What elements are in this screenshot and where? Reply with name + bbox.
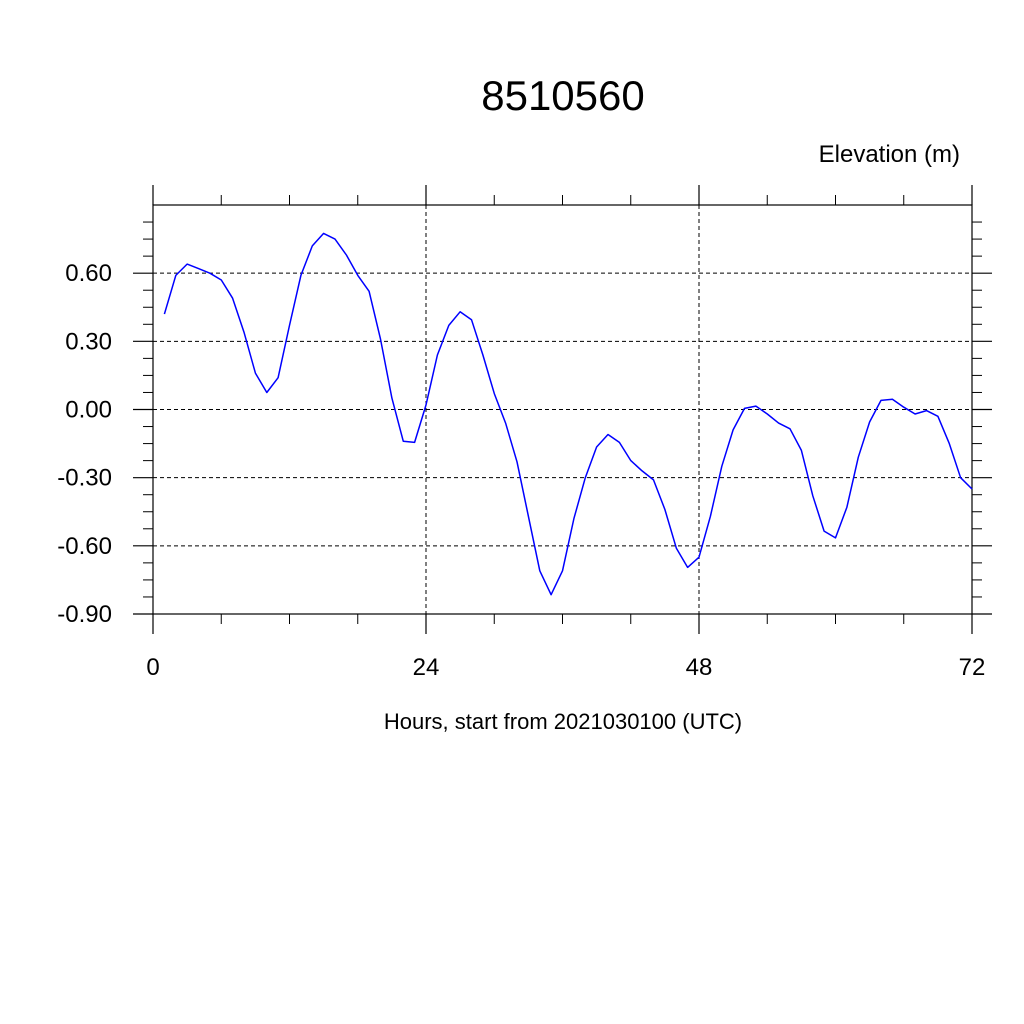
x-tick-label: 24 [413,654,440,681]
y-tick-label: -0.30 [57,465,112,492]
x-tick-label: 48 [686,654,713,681]
chart-title: 8510560 [481,72,645,119]
y-tick-label: 0.60 [65,260,112,287]
data-series [163,232,973,596]
y-axis-label: Elevation (m) [819,141,960,168]
series-line [163,232,973,596]
x-tick-label: 0 [146,654,159,681]
y-tick-label: 0.30 [65,328,112,355]
x-tick-label: 72 [959,654,986,681]
x-axis-label: Hours, start from 2021030100 (UTC) [384,709,742,734]
y-tick-label: -0.60 [57,533,112,560]
y-tick-label: 0.00 [65,397,112,424]
tick-marks [133,185,992,634]
y-tick-label: -0.90 [57,601,112,628]
tick-labels: -0.90 -0.60 -0.30 0.00 0.30 0.60 0 24 48 72 [57,260,985,681]
